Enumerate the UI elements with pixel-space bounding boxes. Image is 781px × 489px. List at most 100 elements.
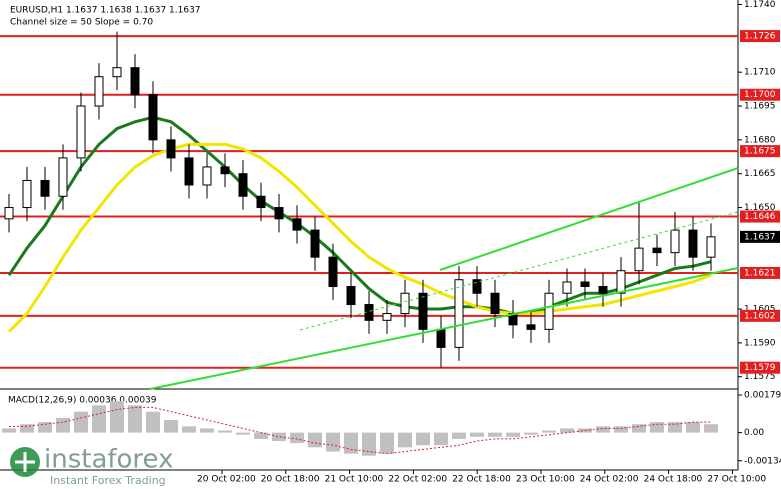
candle-body bbox=[328, 256, 338, 287]
logo-icon-mark bbox=[15, 452, 35, 472]
candle-body bbox=[688, 229, 698, 258]
level-label: 1.1579 bbox=[744, 363, 776, 373]
macd-bar bbox=[146, 411, 160, 433]
level-label-bg bbox=[740, 266, 780, 279]
macd-bar bbox=[20, 424, 34, 433]
macd-bar bbox=[254, 432, 268, 439]
x-tick-label: 27 Oct 10:00 bbox=[707, 475, 766, 485]
y-tick-label: 0.00 bbox=[744, 428, 764, 438]
y-tick-label: -0.00134 bbox=[744, 456, 781, 466]
macd-bar bbox=[74, 411, 88, 433]
candle-body bbox=[238, 173, 248, 197]
channel-upper bbox=[439, 167, 739, 271]
level-label: 1.1700 bbox=[744, 90, 776, 100]
candle-body bbox=[472, 279, 482, 294]
x-tick-label: 21 Oct 10:00 bbox=[325, 475, 384, 485]
level-label-bg bbox=[740, 361, 780, 374]
y-tick-label: 1.1650 bbox=[744, 203, 776, 213]
level-label-bg bbox=[740, 210, 780, 223]
y-tick-label: 1.1680 bbox=[744, 135, 776, 145]
candle-body bbox=[4, 207, 14, 220]
macd-bar bbox=[596, 426, 610, 433]
candle-body bbox=[382, 313, 392, 321]
y-tick-label: 1.1740 bbox=[744, 0, 776, 10]
candle-body bbox=[454, 279, 464, 348]
candle-body bbox=[580, 281, 590, 287]
candle-body bbox=[148, 94, 158, 141]
macd-bar bbox=[470, 432, 484, 437]
last-price: 1.1637 bbox=[744, 232, 776, 242]
candle-body bbox=[670, 229, 680, 254]
macd-bar bbox=[668, 422, 682, 433]
level-label-bg bbox=[740, 145, 780, 158]
candle-body bbox=[346, 285, 356, 306]
candle-body bbox=[418, 292, 428, 330]
macd-bar bbox=[308, 432, 322, 448]
last-price-bg bbox=[740, 230, 780, 243]
level-label: 1.1726 bbox=[744, 32, 776, 42]
x-tick-label: 20 Oct 18:00 bbox=[261, 475, 320, 485]
logo-brand: instaforex bbox=[44, 445, 173, 475]
macd-bar bbox=[2, 428, 16, 433]
macd-bar bbox=[92, 405, 106, 433]
channel-mid bbox=[299, 211, 739, 331]
candle-body bbox=[40, 179, 50, 197]
candle-body bbox=[526, 324, 536, 330]
macd-bar bbox=[236, 432, 250, 435]
macd-bar bbox=[362, 432, 376, 456]
macd-bar bbox=[200, 428, 214, 433]
candle-body bbox=[616, 270, 626, 294]
macd-bar bbox=[128, 405, 142, 433]
level-label-bg bbox=[740, 88, 780, 101]
level-label: 1.1621 bbox=[744, 268, 776, 278]
candle-body bbox=[706, 236, 716, 258]
candle-body bbox=[652, 247, 662, 254]
candle-body bbox=[310, 229, 320, 258]
macd-bar bbox=[434, 432, 448, 446]
x-tick-label: 22 Oct 18:00 bbox=[452, 475, 511, 485]
candle-body bbox=[490, 292, 500, 315]
channel-lower bbox=[149, 267, 739, 390]
macd-bar bbox=[326, 432, 340, 452]
macd-bar bbox=[506, 432, 520, 437]
candle-body bbox=[112, 67, 122, 78]
macd-bar bbox=[416, 432, 430, 446]
candle-body bbox=[130, 67, 140, 96]
macd-bar bbox=[56, 417, 70, 433]
macd-bar bbox=[650, 422, 664, 433]
macd-bar bbox=[38, 422, 52, 433]
macd-title: MACD(12,26,9) 0.00036 0.00039 bbox=[8, 396, 157, 406]
x-tick-label: 20 Oct 02:00 bbox=[197, 475, 256, 485]
level-label: 1.1675 bbox=[744, 147, 776, 157]
macd-bar bbox=[164, 420, 178, 433]
macd-bar bbox=[560, 428, 574, 433]
y-tick-label: 0.00179 bbox=[744, 391, 781, 401]
x-tick-label: 23 Oct 10:00 bbox=[516, 475, 575, 485]
macd-bar bbox=[398, 432, 412, 448]
level-label: 1.1602 bbox=[744, 311, 776, 321]
x-tick-label: 24 Oct 18:00 bbox=[644, 475, 703, 485]
candle-body bbox=[292, 218, 302, 231]
macd-bar bbox=[380, 432, 394, 454]
level-label: 1.1646 bbox=[744, 212, 776, 222]
candle-body bbox=[256, 195, 266, 209]
price-panel bbox=[0, 31, 738, 369]
candle-body bbox=[220, 166, 230, 175]
logo: instaforex Instant Forex Trading bbox=[10, 445, 173, 487]
level-label-bg bbox=[740, 30, 780, 43]
y-tick-label: 1.1590 bbox=[744, 338, 776, 348]
candle-body bbox=[436, 328, 446, 348]
candle-body bbox=[274, 207, 284, 220]
macd-bar bbox=[632, 424, 646, 433]
candle-body bbox=[562, 281, 572, 294]
x-tick-label: 24 Oct 02:00 bbox=[580, 475, 639, 485]
candle-body bbox=[598, 285, 608, 294]
macd-bar bbox=[452, 432, 466, 439]
macd-bar bbox=[614, 426, 628, 433]
logo-tagline: Instant Forex Trading bbox=[50, 474, 166, 487]
x-tick-label: 22 Oct 02:00 bbox=[388, 475, 447, 485]
candle-body bbox=[22, 179, 32, 209]
chart-title: EURUSD,H1 1.1637 1.1638 1.1637 1.1637 bbox=[10, 6, 201, 16]
macd-bar bbox=[686, 422, 700, 433]
candle-body bbox=[202, 166, 212, 186]
